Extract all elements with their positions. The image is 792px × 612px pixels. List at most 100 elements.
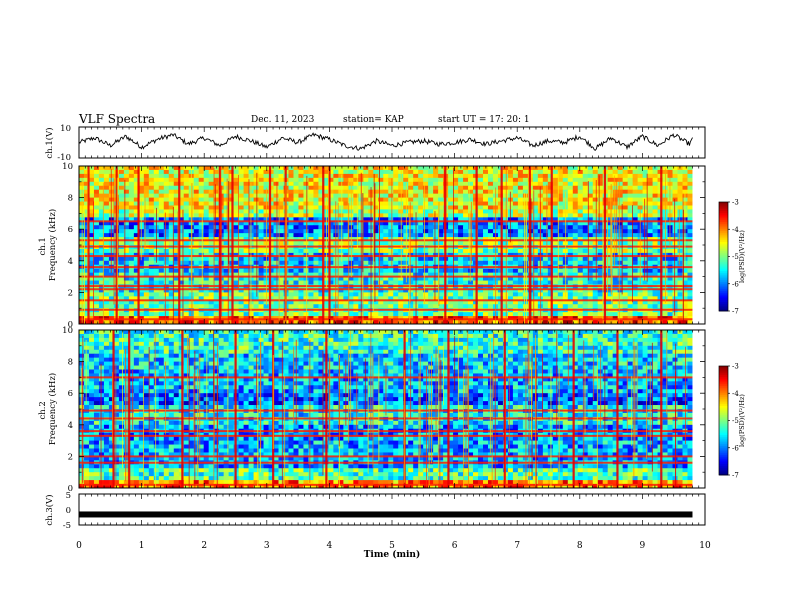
spectrogram-cell bbox=[552, 248, 559, 254]
spectrogram-cell bbox=[378, 312, 384, 317]
spectrogram-cell bbox=[388, 209, 394, 214]
spectrogram-cell bbox=[228, 292, 235, 297]
spectrogram-cell bbox=[83, 288, 90, 293]
spectrogram-cell bbox=[622, 276, 629, 281]
spectrogram-cell bbox=[168, 201, 175, 206]
spectrogram-cell bbox=[178, 213, 185, 218]
spectrogram-cell bbox=[567, 166, 574, 171]
spectrogram-cell bbox=[138, 312, 145, 317]
spectrogram-cell bbox=[79, 166, 85, 171]
spectrogram-cell bbox=[577, 288, 584, 293]
spectrogram-cell bbox=[278, 225, 284, 230]
spectrogram-cell bbox=[388, 193, 394, 198]
spectrogram-cell bbox=[577, 260, 584, 266]
spectrogram-cell bbox=[687, 296, 693, 301]
spectrogram-cell bbox=[338, 189, 344, 195]
spectrogram-cell bbox=[652, 177, 658, 183]
spectrogram-cell bbox=[288, 221, 294, 226]
spectrogram-cell bbox=[468, 304, 474, 309]
spectrogram-cell bbox=[363, 197, 369, 202]
spectrogram-cell bbox=[133, 296, 140, 301]
spectrogram-cell bbox=[128, 173, 135, 179]
spectrogram-cell bbox=[453, 185, 459, 191]
spectrogram-cell bbox=[328, 181, 334, 187]
spectrogram-cell bbox=[622, 197, 629, 202]
spectrogram-cell bbox=[158, 304, 165, 309]
spectrogram-cell bbox=[448, 185, 454, 191]
spectrogram-cell bbox=[243, 166, 249, 171]
spectrogram-cell bbox=[243, 229, 249, 234]
spectrogram-cell bbox=[388, 233, 394, 238]
spectrogram-cell bbox=[587, 213, 594, 218]
spectrogram-cell bbox=[353, 260, 359, 266]
spectrogram-cell bbox=[193, 197, 200, 202]
spectrogram-cell bbox=[88, 193, 95, 198]
spectrogram-cell bbox=[213, 280, 220, 285]
spectrogram-cell bbox=[433, 225, 439, 230]
spectrogram-cell bbox=[253, 296, 259, 301]
spectrogram-cell bbox=[453, 300, 459, 305]
spectrogram-cell bbox=[632, 173, 639, 179]
spectrogram-cell bbox=[243, 217, 249, 222]
spectrogram-cell bbox=[143, 193, 150, 198]
spectrogram-cell bbox=[253, 272, 259, 277]
spectrogram-cell bbox=[79, 189, 85, 195]
spectrogram-cell bbox=[612, 241, 619, 246]
spectrogram-cell bbox=[408, 201, 414, 206]
spectrogram-cell bbox=[547, 296, 554, 301]
spectrogram-cell bbox=[458, 221, 464, 226]
spectrogram-cell bbox=[223, 173, 230, 179]
spectrogram-cell bbox=[393, 304, 399, 309]
spectrogram-cell bbox=[398, 166, 404, 171]
spectrogram-cell bbox=[288, 304, 294, 309]
spectrogram-cell bbox=[428, 268, 434, 274]
spectrogram-cell bbox=[577, 173, 584, 179]
spectrogram-cell bbox=[572, 217, 579, 222]
spectrogram-cell bbox=[577, 177, 584, 183]
spectrogram-cell bbox=[572, 209, 579, 214]
spectrogram-cell bbox=[622, 288, 629, 293]
spectrogram-cell bbox=[418, 205, 424, 210]
spectrogram-cell bbox=[418, 300, 424, 305]
spectrogram-cell bbox=[288, 300, 294, 305]
spectrogram-cell bbox=[642, 268, 648, 274]
spectrogram-cell bbox=[378, 300, 384, 305]
spectrogram-cell bbox=[148, 205, 155, 210]
spectrogram-cell bbox=[138, 304, 145, 309]
spectrogram-cell bbox=[268, 181, 274, 187]
spectrogram-cell bbox=[108, 312, 115, 317]
spectrogram-cell bbox=[418, 209, 424, 214]
spectrogram-cell bbox=[343, 304, 349, 309]
spectrogram-cell bbox=[393, 300, 399, 305]
spectrogram-cell bbox=[532, 292, 539, 297]
spectrogram-cell bbox=[542, 248, 549, 254]
spectrogram-cell bbox=[258, 193, 264, 198]
spectrogram-cell bbox=[138, 193, 145, 198]
spectrogram-cell bbox=[313, 225, 319, 230]
spectrogram-cell bbox=[522, 169, 529, 175]
spectrogram-cell bbox=[318, 272, 324, 277]
spectrogram-cell bbox=[323, 185, 329, 191]
spectrogram-cell bbox=[378, 197, 384, 202]
spectrogram-cell bbox=[408, 256, 414, 262]
spectrogram-cell bbox=[363, 177, 369, 183]
spectrogram-cell bbox=[468, 312, 474, 317]
spectrogram-cell bbox=[213, 189, 220, 195]
spectrogram-cell bbox=[627, 189, 634, 195]
spectrogram-cell bbox=[363, 272, 369, 277]
spectrogram-cell bbox=[502, 300, 509, 305]
spectrogram-cell bbox=[213, 185, 220, 191]
spectrogram-cell bbox=[577, 280, 584, 285]
spectrogram-cell bbox=[208, 233, 215, 238]
spectrogram-cell bbox=[622, 217, 629, 222]
spectrogram-cell bbox=[483, 256, 489, 262]
spectrogram-cell bbox=[79, 181, 85, 187]
spectrogram-cell bbox=[353, 288, 359, 293]
spectrogram-cell bbox=[637, 300, 644, 305]
spectrogram-cell bbox=[652, 201, 658, 206]
spectrogram-cell bbox=[118, 233, 125, 238]
spectrogram-cell bbox=[243, 312, 249, 317]
spectrogram-cell bbox=[627, 201, 634, 206]
spectrogram-cell bbox=[163, 181, 170, 187]
spectrogram-cell bbox=[433, 268, 439, 274]
